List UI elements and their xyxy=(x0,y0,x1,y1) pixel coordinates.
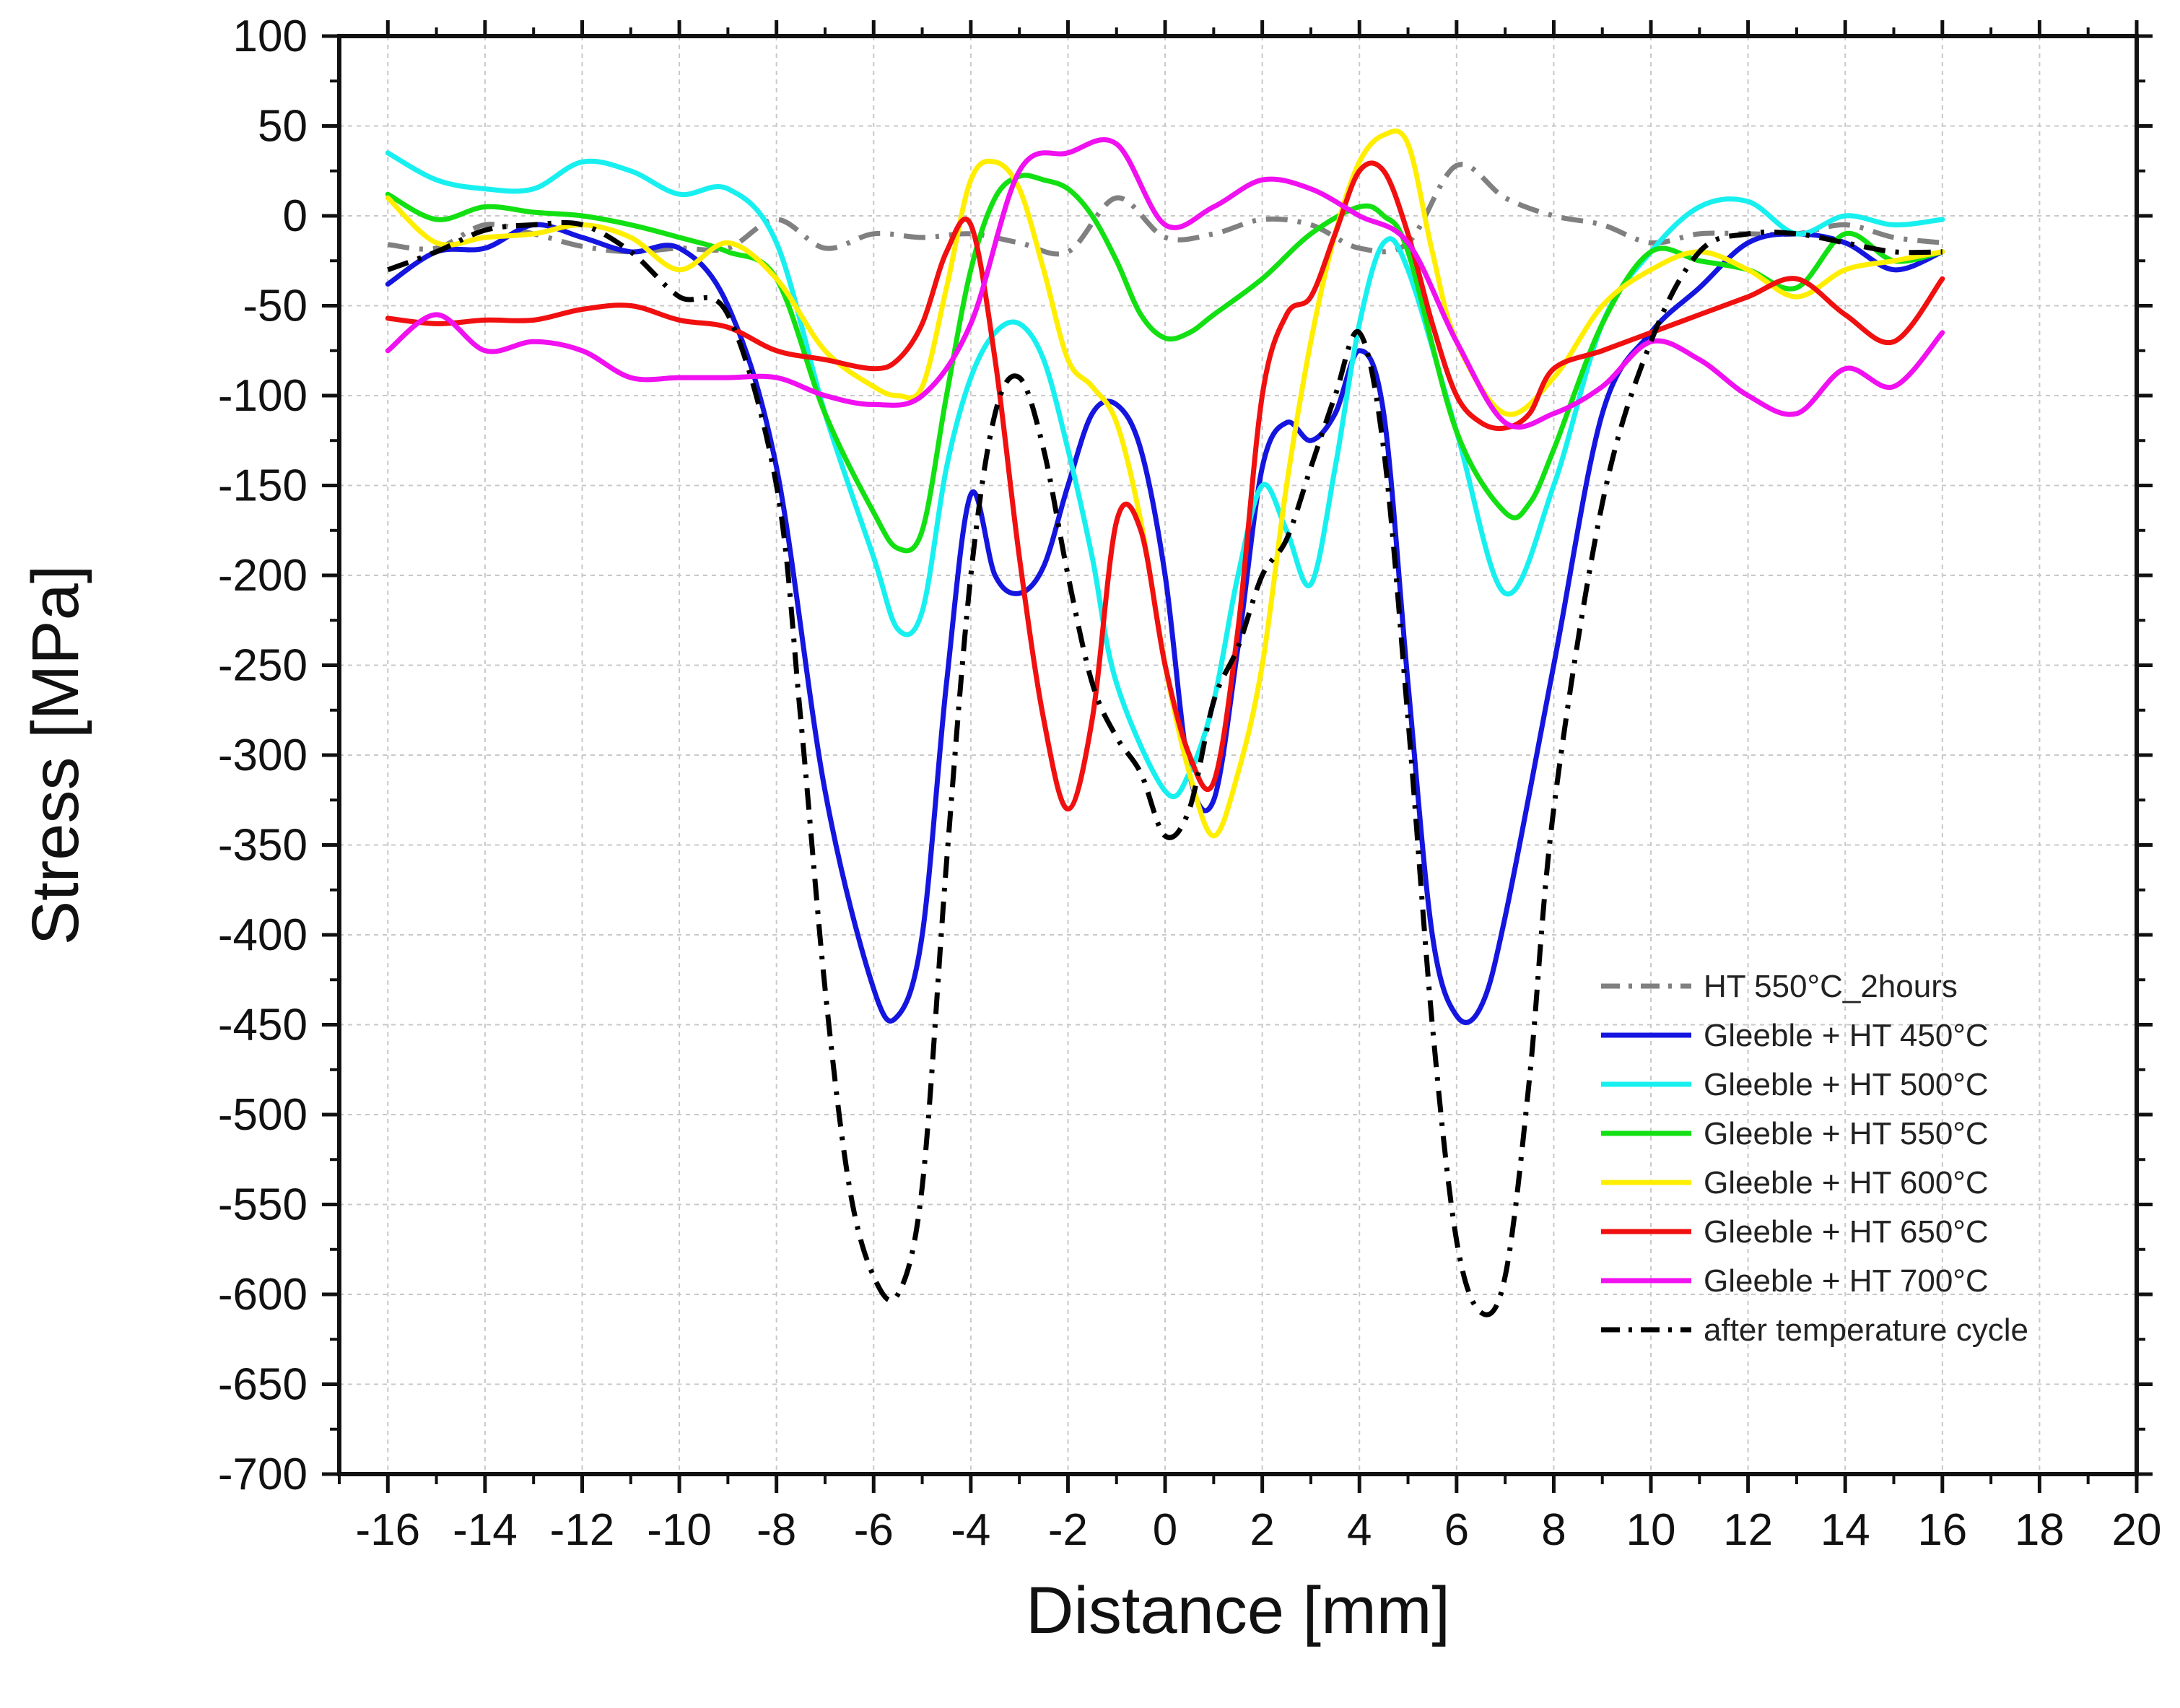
y-tick-label: -550 xyxy=(218,1180,308,1230)
y-axis-title: Stress [MPa] xyxy=(19,565,92,946)
x-tick-label: 8 xyxy=(1541,1505,1566,1555)
y-tick-label: -450 xyxy=(218,1001,308,1050)
series-line-gleeble-ht-500-c xyxy=(385,150,1945,799)
legend-label: after temperature cycle xyxy=(1704,1312,2028,1348)
y-tick-label: -400 xyxy=(218,910,308,960)
x-tick-label: -10 xyxy=(647,1505,712,1555)
x-tick-label: 4 xyxy=(1347,1505,1372,1555)
legend-label: Gleeble + HT 650°C xyxy=(1704,1214,1989,1250)
legend-label: Gleeble + HT 500°C xyxy=(1704,1067,1989,1102)
y-tick-label: 0 xyxy=(283,191,308,241)
x-tick-label: 2 xyxy=(1250,1505,1274,1555)
legend-label: Gleeble + HT 700°C xyxy=(1704,1263,1989,1299)
x-tick-label: 0 xyxy=(1153,1505,1177,1555)
x-tick-label: 16 xyxy=(1917,1505,1967,1555)
series-line-after-temperature-cycle xyxy=(387,219,1943,1317)
series-line-gleeble-ht-450-c xyxy=(385,222,1945,1025)
series-line-gleeble-ht-600-c xyxy=(385,128,1945,839)
plot-frame xyxy=(337,34,2139,1476)
y-tick-label: -350 xyxy=(218,821,308,871)
x-tick-label: -12 xyxy=(550,1505,615,1555)
x-tick-label: 10 xyxy=(1626,1505,1676,1555)
legend: HT 550°C_2hours Gleeble + HT 450°C Gleeble… xyxy=(1601,969,2028,1348)
x-tick-label: -6 xyxy=(854,1505,894,1555)
x-tick-label: -8 xyxy=(757,1505,796,1555)
x-tick-label: 20 xyxy=(2112,1505,2162,1555)
x-tick-label: 14 xyxy=(1821,1505,1870,1555)
y-tick-label: 50 xyxy=(258,102,308,152)
y-tick-label: -700 xyxy=(218,1450,308,1499)
y-tick-label: -250 xyxy=(218,641,308,691)
x-axis-title: Distance [mm] xyxy=(1026,1574,1450,1647)
y-tick-label: 100 xyxy=(233,12,308,61)
x-tick-label: 18 xyxy=(2015,1505,2065,1555)
y-tick-label: -200 xyxy=(218,551,308,601)
series-line-ht-550-c-2hours xyxy=(387,162,1943,257)
x-tick-label: -14 xyxy=(453,1505,518,1555)
y-tick-label: -50 xyxy=(243,282,308,331)
series-line-gleeble-ht-700-c xyxy=(385,137,1945,430)
y-tick-label: -600 xyxy=(218,1270,308,1320)
series-line-gleeble-ht-650-c xyxy=(385,160,1945,812)
y-tick-label: -100 xyxy=(218,371,308,421)
legend-label: HT 550°C_2hours xyxy=(1704,969,1958,1004)
legend-label: Gleeble + HT 550°C xyxy=(1704,1116,1989,1151)
series-line-gleeble-ht-550-c xyxy=(385,173,1945,554)
x-tick-label: 6 xyxy=(1444,1505,1469,1555)
x-tick-label: -2 xyxy=(1048,1505,1088,1555)
series-layer xyxy=(385,128,1945,1317)
x-tick-label: -4 xyxy=(951,1505,990,1555)
y-tick-label: -650 xyxy=(218,1360,308,1410)
legend-label: Gleeble + HT 450°C xyxy=(1704,1018,1989,1053)
x-tick-label: -16 xyxy=(355,1505,420,1555)
legend-label: Gleeble + HT 600°C xyxy=(1704,1165,1989,1201)
y-tick-label: -500 xyxy=(218,1090,308,1140)
x-tick-label: 12 xyxy=(1723,1505,1773,1555)
y-tick-label: -150 xyxy=(218,461,308,511)
y-tick-label: -300 xyxy=(218,731,308,780)
